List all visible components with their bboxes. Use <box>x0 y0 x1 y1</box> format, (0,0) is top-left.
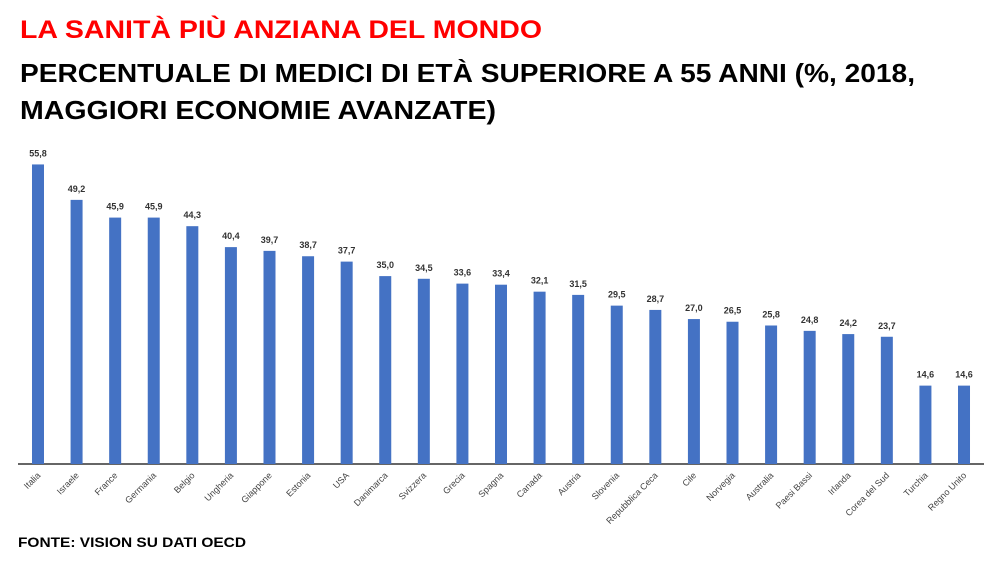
bar <box>340 261 353 464</box>
bar <box>379 276 392 464</box>
bar <box>186 226 199 464</box>
bar <box>649 309 662 464</box>
bar <box>726 321 739 464</box>
x-tick-label: Giappone <box>239 470 274 505</box>
bar <box>572 294 585 464</box>
value-label: 28,7 <box>647 294 665 304</box>
x-tick-label: Paesi Bassi <box>774 470 814 510</box>
value-label: 33,4 <box>492 269 510 279</box>
x-tick-label: Regno Unito <box>926 470 968 512</box>
value-label: 37,7 <box>338 246 356 256</box>
x-tick-label: France <box>93 470 120 497</box>
bar <box>70 199 83 464</box>
value-label: 45,9 <box>145 202 163 212</box>
x-tick-label: Norvegia <box>704 470 737 503</box>
x-tick-label: Grecia <box>441 470 467 496</box>
x-tick-label: Ungheria <box>202 470 235 503</box>
x-tick-label: Australia <box>744 470 776 502</box>
value-label: 35,0 <box>376 260 394 270</box>
bar <box>880 336 893 464</box>
x-tick-label: Slovenia <box>590 470 621 501</box>
chart-title: LA SANITÀ PIÙ ANZIANA DEL MONDO <box>20 14 542 44</box>
bar <box>919 385 932 464</box>
value-label: 38,7 <box>299 240 317 250</box>
chart-subtitle: MAGGIORI ECONOMIE AVANZATE) <box>20 95 496 125</box>
value-label: 23,7 <box>878 321 896 331</box>
bar <box>687 319 700 464</box>
x-tick-label: Germania <box>123 470 158 505</box>
value-label: 29,5 <box>608 290 626 300</box>
bar <box>456 283 469 464</box>
x-tick-label: Turchia <box>902 470 930 498</box>
value-label: 49,2 <box>68 184 86 194</box>
bar <box>109 217 122 464</box>
value-label: 31,5 <box>569 279 587 289</box>
bar <box>31 164 44 464</box>
x-tick-label: Irlanda <box>826 470 853 497</box>
bar <box>147 217 160 464</box>
x-tick-label: Danimarca <box>352 470 390 508</box>
value-label: 44,3 <box>184 210 202 220</box>
value-label: 26,5 <box>724 306 742 316</box>
x-tick-label: Cile <box>680 470 698 488</box>
value-label: 45,9 <box>106 202 124 212</box>
bar <box>224 247 237 464</box>
value-label: 14,6 <box>955 370 973 380</box>
bar <box>263 250 276 464</box>
chart-subtitle: PERCENTUALE DI MEDICI DI ETÀ SUPERIORE A… <box>20 58 915 88</box>
value-label: 55,8 <box>29 148 47 158</box>
bar <box>958 385 971 464</box>
bar <box>417 278 430 464</box>
value-label: 27,0 <box>685 303 703 313</box>
x-tick-label: Austria <box>556 470 583 497</box>
bar <box>533 291 546 464</box>
x-tick-label: Israele <box>55 470 81 496</box>
bar <box>765 325 778 464</box>
x-tick-label: Canada <box>515 470 544 499</box>
bar <box>495 284 507 464</box>
source-note: FONTE: VISION SU DATI OECD <box>18 534 246 550</box>
value-label: 39,7 <box>261 235 279 245</box>
x-tick-label: Belgio <box>172 470 197 495</box>
x-tick-label: Spagna <box>476 470 505 499</box>
x-tick-label: Estonia <box>284 470 312 498</box>
bar <box>610 305 623 464</box>
x-tick-label: USA <box>331 470 351 490</box>
value-label: 40,4 <box>222 231 240 241</box>
value-label: 14,6 <box>917 370 935 380</box>
value-label: 33,6 <box>454 268 472 278</box>
bar <box>842 334 855 464</box>
value-label: 24,2 <box>839 318 857 328</box>
bar <box>302 256 315 464</box>
x-tick-label: Italia <box>22 470 43 491</box>
bar <box>803 330 816 464</box>
value-label: 24,8 <box>801 315 819 325</box>
value-label: 34,5 <box>415 263 433 273</box>
x-tick-label: Svizzera <box>397 470 428 501</box>
value-label: 32,1 <box>531 276 549 286</box>
value-label: 25,8 <box>762 309 780 319</box>
